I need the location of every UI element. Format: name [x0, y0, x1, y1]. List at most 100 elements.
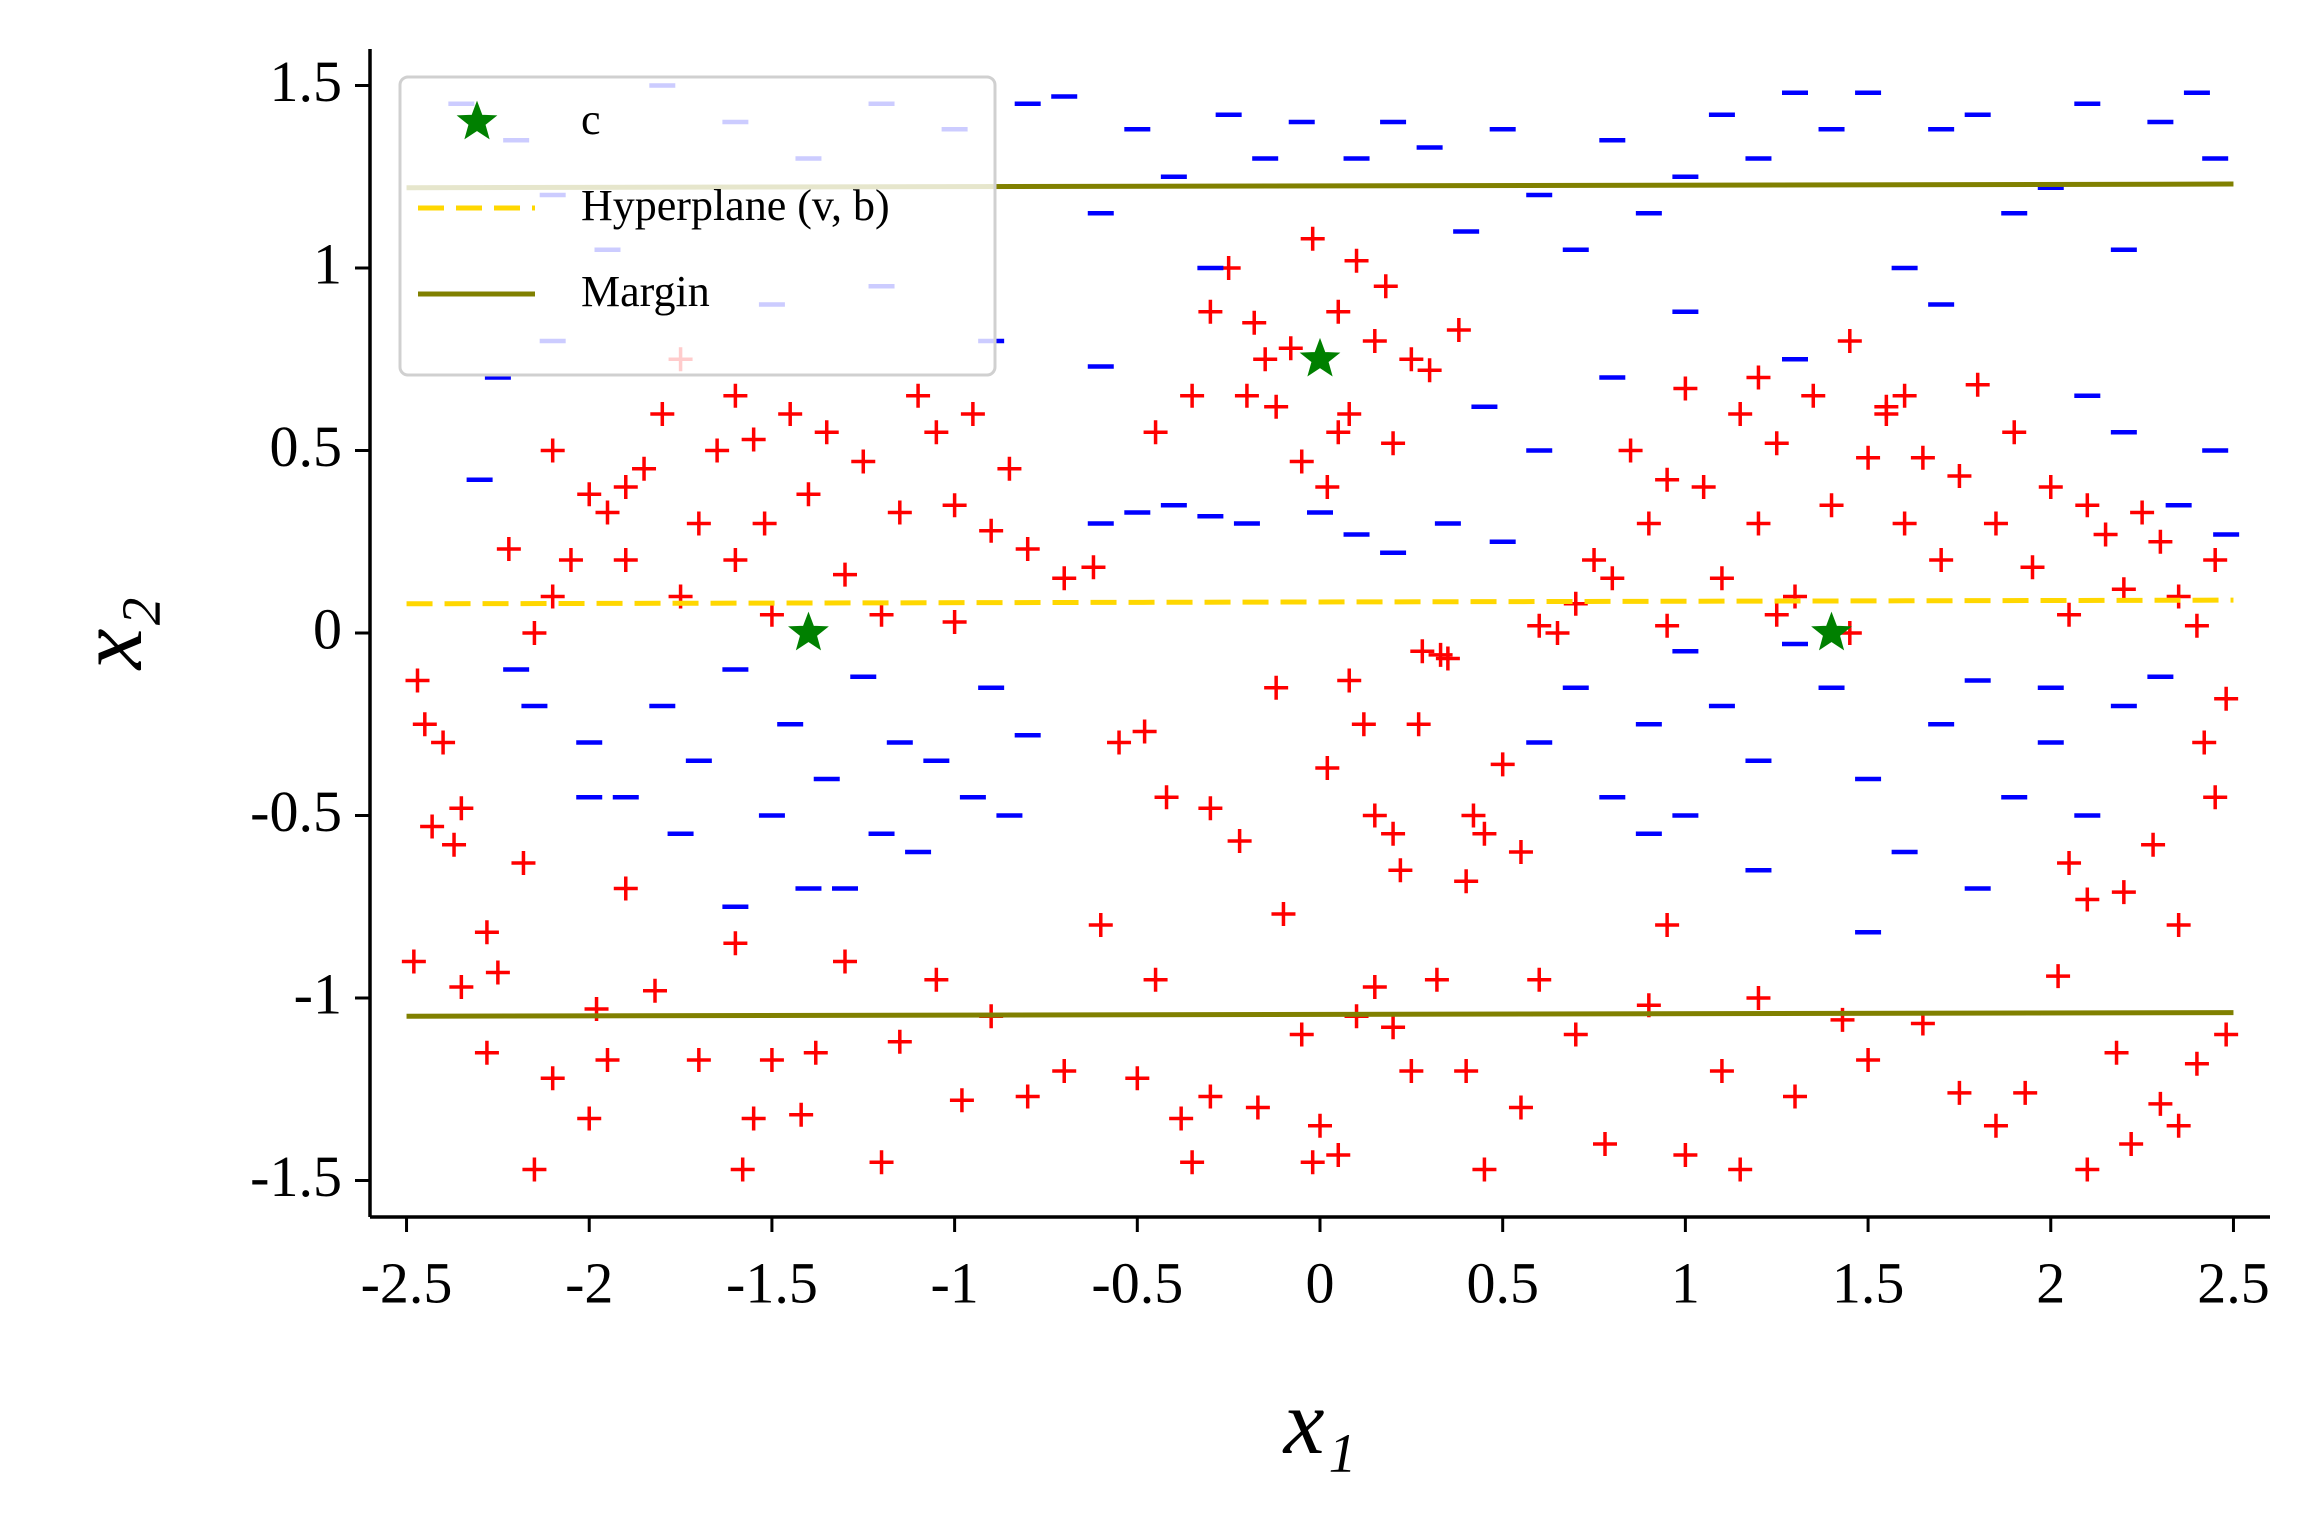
point	[1081, 555, 1106, 580]
point	[1253, 347, 1278, 372]
point	[2020, 555, 2045, 580]
y-tick-label: -0.5	[250, 779, 342, 844]
point	[1052, 566, 1077, 591]
point	[1132, 719, 1157, 744]
legend-box	[398, 75, 997, 377]
y-axis-label: x₂	[59, 597, 161, 672]
point	[522, 1157, 547, 1182]
point	[1198, 299, 1223, 324]
point	[1428, 642, 1453, 667]
point	[1410, 639, 1435, 664]
point	[942, 493, 967, 518]
point	[2119, 1132, 2144, 1156]
point	[405, 668, 430, 693]
point	[1655, 467, 1680, 492]
point	[1125, 1066, 1150, 1091]
point	[1454, 1059, 1479, 1083]
point	[1417, 358, 1442, 383]
point	[1929, 548, 1954, 572]
point	[814, 420, 839, 445]
point	[2148, 1091, 2173, 1116]
point	[869, 1150, 894, 1175]
point	[540, 584, 565, 609]
point	[686, 511, 711, 536]
point	[613, 475, 638, 499]
point	[1264, 675, 1289, 700]
point	[511, 850, 536, 875]
point	[1315, 756, 1340, 781]
point	[474, 920, 499, 945]
point	[1472, 1157, 1497, 1182]
point	[1362, 975, 1387, 1000]
point	[613, 876, 638, 901]
point	[1490, 752, 1515, 777]
point	[474, 1040, 499, 1065]
x-axis-label: x₁	[1282, 1371, 1357, 1473]
x-tick-label: 1.5	[1832, 1250, 1905, 1315]
point	[741, 427, 766, 452]
y-tick-label: 0.5	[270, 414, 343, 479]
x-tick-label: -0.5	[1091, 1250, 1183, 1315]
point	[1947, 1080, 1972, 1105]
point	[1819, 493, 1844, 518]
point	[1198, 796, 1223, 821]
point	[2104, 1040, 2129, 1065]
point	[1300, 226, 1325, 251]
point	[412, 712, 437, 737]
point	[788, 611, 829, 651]
point	[1381, 821, 1406, 846]
point	[1563, 1022, 1588, 1047]
point	[2184, 1051, 2209, 1076]
point	[1636, 511, 1661, 536]
point	[1983, 1113, 2008, 1138]
point	[595, 500, 620, 525]
line	[406, 597, 2234, 607]
point	[2203, 785, 2228, 810]
point	[1856, 445, 1881, 470]
point	[1983, 511, 2008, 536]
point	[2002, 420, 2027, 445]
point	[2141, 832, 2166, 857]
point	[2203, 548, 2228, 572]
x-tick-label: 0	[1306, 1250, 1335, 1315]
point	[1618, 438, 1643, 463]
point	[1326, 420, 1351, 445]
point	[906, 383, 931, 408]
point	[2038, 475, 2063, 499]
point	[1691, 475, 1716, 499]
point	[1527, 613, 1552, 638]
point	[1892, 511, 1917, 536]
point	[1764, 602, 1789, 627]
point	[1169, 1106, 1194, 1131]
point	[540, 1066, 565, 1091]
point	[752, 511, 777, 536]
point	[2148, 529, 2173, 554]
legend: c Hyperplane (v, b) Margin	[398, 75, 997, 377]
point	[577, 482, 602, 507]
point	[796, 482, 821, 507]
legend-label: c	[581, 95, 601, 144]
point	[1278, 336, 1303, 361]
point	[1811, 611, 1852, 651]
point	[924, 420, 949, 445]
point	[887, 500, 912, 525]
y-tick-label: 1	[313, 231, 342, 296]
point	[1783, 1084, 1807, 1109]
point	[1234, 383, 1259, 408]
point	[1399, 347, 1424, 372]
point	[1326, 1142, 1351, 1167]
point	[1545, 621, 1570, 645]
point	[1461, 803, 1486, 828]
point	[1837, 329, 1862, 353]
point	[2166, 584, 2191, 609]
point	[789, 1102, 814, 1127]
point	[2111, 880, 2136, 905]
x-tick-label: -1.5	[726, 1250, 818, 1315]
point	[442, 832, 467, 857]
point	[869, 602, 894, 627]
point	[1315, 475, 1340, 499]
point	[686, 1048, 711, 1073]
point	[2057, 850, 2082, 875]
point	[1874, 402, 1899, 426]
